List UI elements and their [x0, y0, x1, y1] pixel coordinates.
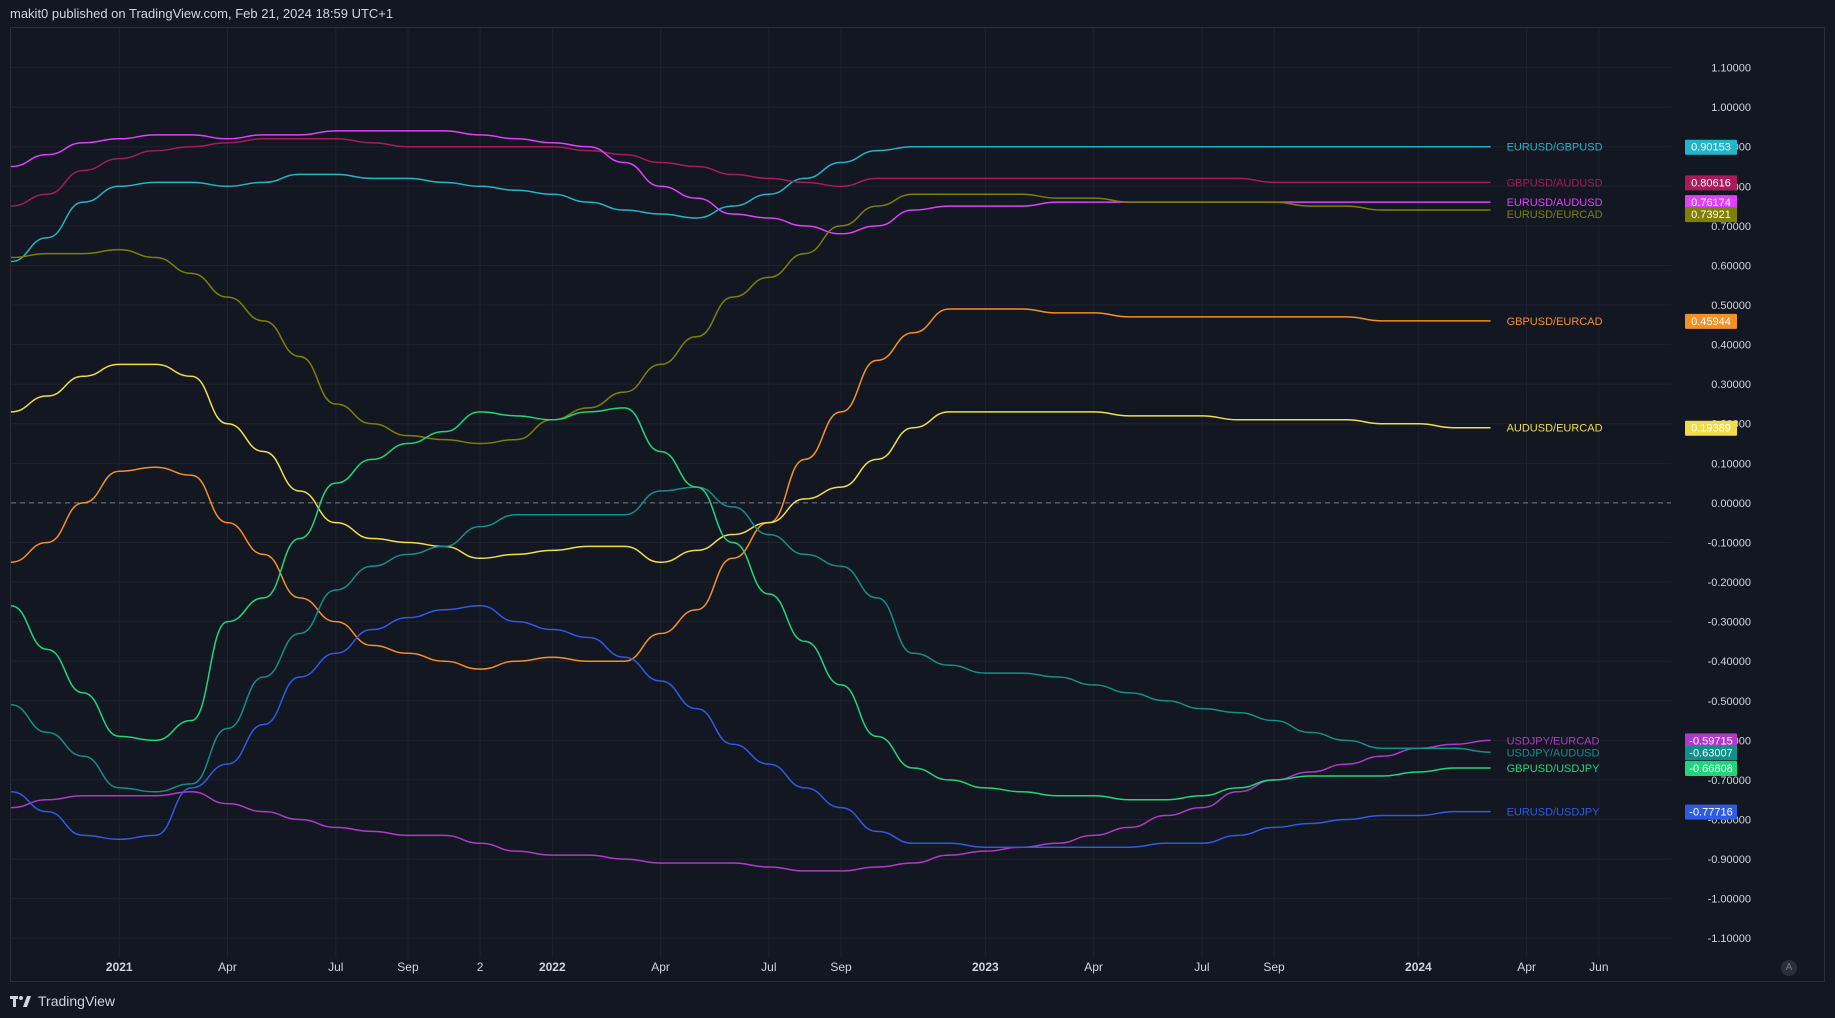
y-tick-label: -0.50000	[1708, 696, 1751, 708]
last-value-badge	[1685, 313, 1737, 329]
y-tick-label: -0.10000	[1708, 537, 1751, 549]
x-tick-label: Jun	[1589, 960, 1608, 974]
y-tick-label: -0.90000	[1708, 854, 1751, 866]
y-tick-label: -0.70000	[1708, 775, 1751, 787]
last-value-text: 0.73921	[1691, 209, 1731, 221]
last-value-badge	[1685, 804, 1737, 820]
time-axis[interactable]: 2021 Apr Jul Sep 2 2022 Apr Jul Sep 2023 Apr Jul Sep…	[106, 960, 1609, 974]
y-tick-label: -0.30000	[1708, 617, 1751, 629]
last-value-badge	[1685, 733, 1737, 749]
y-tick-label: 0.30000	[1711, 379, 1751, 391]
series-name-label: AUDUSD/EURCAD	[1507, 423, 1603, 435]
series-name-label: GBPUSD/EURCAD	[1507, 316, 1603, 328]
x-tick-label: Apr	[1517, 960, 1536, 974]
auto-scale-button[interactable]: A	[1781, 960, 1797, 976]
series-line-eurusd-usdjpy	[11, 605, 1491, 848]
y-tick-label: 0.60000	[1711, 260, 1751, 272]
last-value-text: 0.19389	[1691, 423, 1731, 435]
y-tick-label: -1.10000	[1708, 933, 1751, 945]
last-value-text: -0.63007	[1689, 747, 1732, 759]
series-line-usdjpy-eurcad	[11, 739, 1491, 872]
last-value-text: -0.66808	[1689, 763, 1732, 775]
series-line-gbpusd-usdjpy	[11, 407, 1491, 801]
series-lines	[11, 130, 1491, 872]
x-tick-label: 2021	[106, 960, 133, 974]
y-tick-label: -0.20000	[1708, 577, 1751, 589]
series-name-label: USDJPY/AUDUSD	[1507, 747, 1600, 759]
x-tick-label: Apr	[218, 960, 237, 974]
x-tick-label: Jul	[328, 960, 343, 974]
last-value-badge	[1685, 175, 1737, 191]
last-value-text: 0.45944	[1691, 316, 1731, 328]
series-name-label: EURUSD/GBPUSD	[1507, 142, 1603, 154]
last-value-badge	[1685, 207, 1737, 223]
last-value-text: -0.59715	[1689, 735, 1732, 747]
last-value-text: 0.80616	[1691, 177, 1731, 189]
x-tick-label: Sep	[1263, 960, 1285, 974]
publisher-header: makit0 published on TradingView.com, Feb…	[10, 6, 394, 21]
x-tick-label: Sep	[397, 960, 419, 974]
tradingview-logo-icon	[10, 996, 31, 1007]
last-value-badge	[1685, 195, 1737, 211]
y-tick-label: 0.50000	[1711, 300, 1751, 312]
x-tick-label: 2024	[1405, 960, 1432, 974]
series-name-label: GBPUSD/USDJPY	[1507, 763, 1601, 775]
correlation-line-chart[interactable]: EURUSD/GBPUSDGBPUSD/AUDUSDEURUSD/AUDUSDE…	[11, 28, 1826, 983]
x-tick-label: 2023	[972, 960, 999, 974]
last-value-text: -0.77716	[1689, 807, 1732, 819]
series-name-label: EURUSD/USDJPY	[1507, 807, 1601, 819]
grid-lines	[11, 28, 1671, 958]
footer: TradingView	[10, 992, 115, 1010]
series-line-gbpusd-audusd	[11, 138, 1491, 207]
series-name-labels: EURUSD/GBPUSDGBPUSD/AUDUSDEURUSD/AUDUSDE…	[1507, 142, 1603, 819]
last-value-badge	[1685, 420, 1737, 436]
last-value-badge	[1685, 745, 1737, 761]
series-name-label: USDJPY/EURCAD	[1507, 735, 1600, 747]
series-name-label: EURUSD/AUDUSD	[1507, 197, 1603, 209]
last-value-text: 0.90153	[1691, 142, 1731, 154]
y-tick-label: -0.40000	[1708, 656, 1751, 668]
series-name-label: GBPUSD/AUDUSD	[1507, 177, 1603, 189]
y-tick-label: 0.00000	[1711, 498, 1751, 510]
series-line-usdjpy-audusd	[11, 486, 1491, 793]
y-tick-label: 0.40000	[1711, 340, 1751, 352]
y-tick-label: 1.00000	[1711, 102, 1751, 114]
x-tick-label: Jul	[1194, 960, 1209, 974]
series-name-label: EURUSD/EURCAD	[1507, 209, 1603, 221]
last-value-badge	[1685, 761, 1737, 777]
y-tick-label: -1.00000	[1708, 894, 1751, 906]
x-tick-label: Apr	[651, 960, 670, 974]
y-tick-label: 0.10000	[1711, 458, 1751, 470]
x-tick-label: Apr	[1084, 960, 1103, 974]
series-line-eurusd-gbpusd	[11, 145, 1491, 263]
x-tick-label: 2022	[539, 960, 566, 974]
series-line-eurusd-eurcad	[11, 193, 1491, 445]
y-tick-label: 0.70000	[1711, 221, 1751, 233]
y-tick-label: 1.10000	[1711, 63, 1751, 75]
last-value-badge	[1685, 139, 1737, 155]
chart-area[interactable]: EURUSD/GBPUSD GBPUSD/AUDUSD EURUSD/AUDUSD E…	[10, 27, 1825, 982]
x-tick-label: 2	[477, 960, 484, 974]
x-tick-label: Jul	[761, 960, 776, 974]
series-line-audusd-eurcad	[11, 363, 1491, 564]
x-tick-label: Sep	[830, 960, 852, 974]
series-line-gbpusd-eurcad	[11, 308, 1491, 670]
last-value-text: 0.76174	[1691, 197, 1731, 209]
footer-brand: TradingView	[38, 993, 116, 1009]
